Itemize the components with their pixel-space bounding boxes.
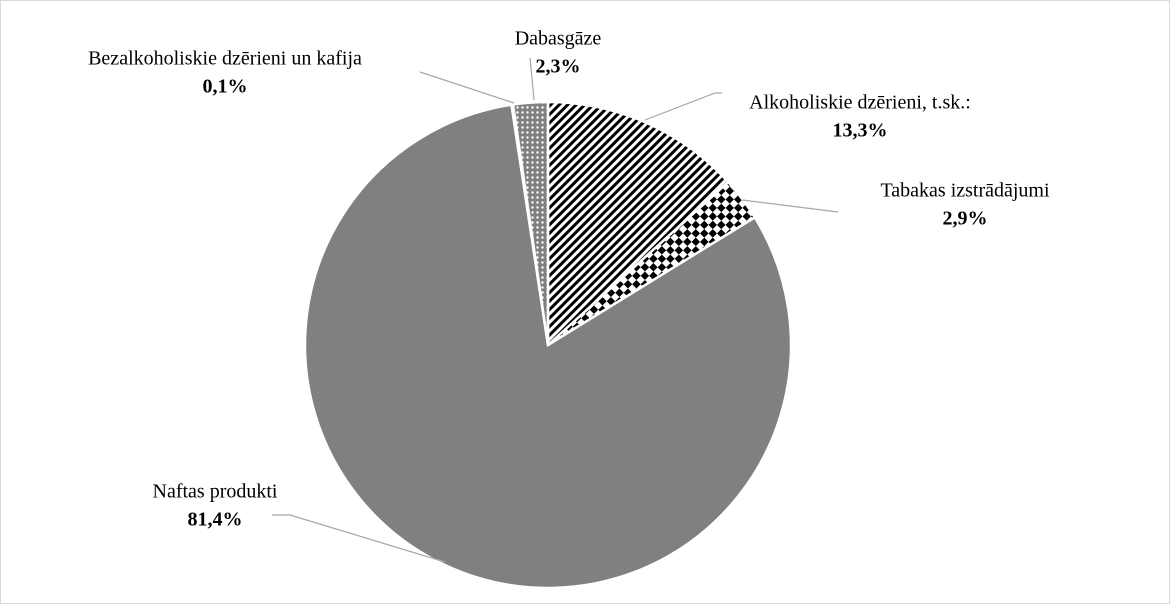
labels: Alkoholiskie dzērieni, t.sk.: 13,3% Tabaka… [88, 28, 1050, 563]
value-label: 13,3% [833, 120, 888, 142]
slice-label: Alkoholiskie dzērieni, t.sk.: [749, 92, 971, 114]
slice-label: Naftas produkti [153, 481, 278, 503]
value-label: 0,1% [203, 76, 248, 98]
pie-slice [546, 100, 731, 348]
value-label: 81,4% [188, 509, 243, 531]
leader-line [529, 57, 535, 101]
slice-label: Tabakas izstrādājumi [880, 180, 1050, 202]
slice-label: Bezalkoholiskie dzērieni un kafija [88, 48, 362, 70]
pie-slice [511, 100, 550, 346]
slice-label: Dabasgāze [515, 28, 602, 50]
value-label: 2,9% [943, 208, 988, 230]
leader-line [644, 92, 722, 121]
value-label: 2,3% [536, 56, 581, 78]
leader-line [741, 199, 839, 213]
pie [303, 100, 793, 590]
leader-line [272, 514, 446, 563]
leader-line [419, 71, 515, 104]
pie-slice [303, 103, 793, 590]
